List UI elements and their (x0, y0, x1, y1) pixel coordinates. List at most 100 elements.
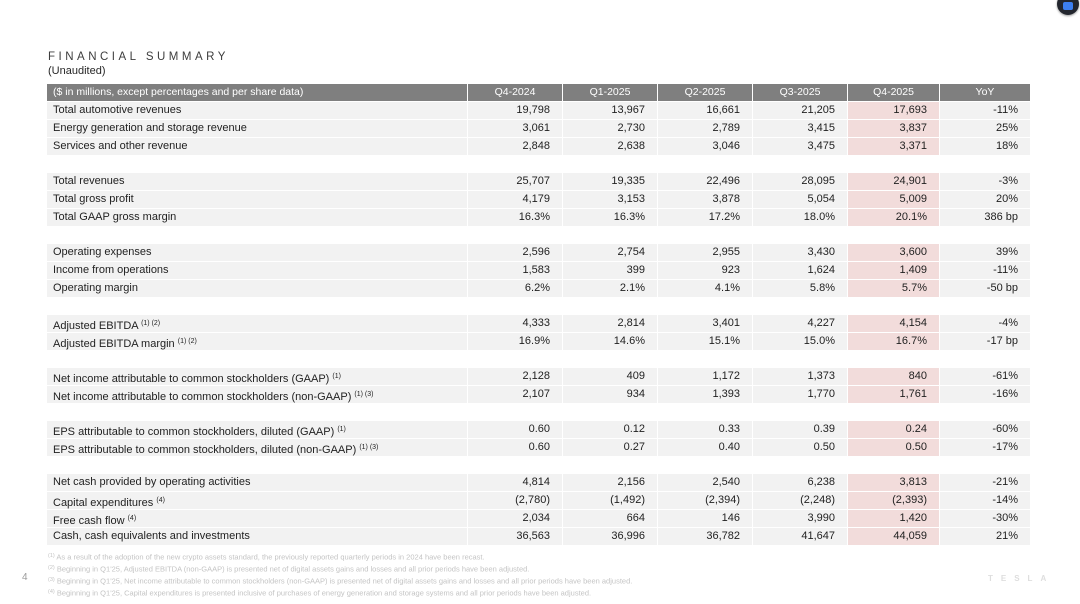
cell-q4-2025: 16.7% (847, 333, 939, 350)
row-label: Adjusted EBITDA (1) (2) (47, 315, 467, 332)
cell-q1-2025: 14.6% (562, 333, 657, 350)
cell-q4-2025: 3,600 (847, 244, 939, 261)
cell-yoy: -60% (939, 421, 1030, 438)
cell-yoy: -17 bp (939, 333, 1030, 350)
cell-yoy: -4% (939, 315, 1030, 332)
row-label: Total automotive revenues (47, 102, 467, 119)
cell-q4-2024: 4,333 (467, 315, 562, 332)
cell-yoy: -11% (939, 102, 1030, 119)
table-row: Free cash flow (4) 2,034 664 146 3,990 1,420-… (47, 510, 1030, 527)
cell-q1-2025: 13,967 (562, 102, 657, 119)
cell-q3-2025: 41,647 (752, 528, 847, 545)
cell-q4-2024: 0.60 (467, 421, 562, 438)
cell-q4-2025: 3,371 (847, 138, 939, 155)
table-row: Energy generation and storage revenue 3,0… (47, 120, 1030, 137)
cell-q4-2025: 3,837 (847, 120, 939, 137)
cell-q1-2025: 2,814 (562, 315, 657, 332)
row-label: Total revenues (47, 173, 467, 190)
row-label: Cash, cash equivalents and investments (47, 528, 467, 545)
cell-q2-2025: 1,172 (657, 368, 752, 385)
cell-q2-2025: 3,046 (657, 138, 752, 155)
cell-yoy: 18% (939, 138, 1030, 155)
spacer-row (47, 227, 1030, 243)
cell-q4-2025: 0.24 (847, 421, 939, 438)
cell-q4-2025: 5,009 (847, 191, 939, 208)
column-header-q2-2025: Q2-2025 (657, 84, 752, 101)
cell-q1-2025: 664 (562, 510, 657, 527)
table-label-header: ($ in millions, except percentages and p… (47, 84, 467, 101)
cell-q4-2024: 25,707 (467, 173, 562, 190)
cell-q4-2024: 4,814 (467, 474, 562, 491)
cell-q1-2025: 934 (562, 386, 657, 403)
table-row: Total gross profit 4,179 3,153 3,878 5,054 5,… (47, 191, 1030, 208)
cell-q2-2025: 2,789 (657, 120, 752, 137)
cell-q3-2025: 3,475 (752, 138, 847, 155)
cell-yoy: -14% (939, 492, 1030, 509)
cell-q4-2025: 17,693 (847, 102, 939, 119)
footnote: (3) Beginning in Q1'25, Net income attri… (48, 576, 633, 586)
cell-q1-2025: 399 (562, 262, 657, 279)
cell-q4-2025: 4,154 (847, 315, 939, 332)
row-label: Operating margin (47, 280, 467, 297)
column-header-yoy: YoY (939, 84, 1030, 101)
cell-q4-2025: 840 (847, 368, 939, 385)
footnote: (1) As a result of the adoption of the n… (48, 552, 485, 562)
row-label: Free cash flow (4) (47, 510, 467, 527)
cell-q3-2025: 3,430 (752, 244, 847, 261)
cell-q3-2025: 5.8% (752, 280, 847, 297)
cell-q2-2025: 4.1% (657, 280, 752, 297)
table-row: Net income attributable to common stockh… (47, 386, 1030, 403)
cell-q3-2025: 15.0% (752, 333, 847, 350)
cell-q1-2025: 2.1% (562, 280, 657, 297)
footnote: (2) Beginning in Q1'25, Adjusted EBITDA … (48, 564, 530, 574)
widget-glyph-icon (1063, 2, 1073, 10)
cell-q1-2025: 3,153 (562, 191, 657, 208)
cell-q2-2025: 2,955 (657, 244, 752, 261)
cell-q4-2024: 16.3% (467, 209, 562, 226)
cell-q4-2024: 19,798 (467, 102, 562, 119)
cell-q4-2024: 2,848 (467, 138, 562, 155)
row-label: Energy generation and storage revenue (47, 120, 467, 137)
table-row: Adjusted EBITDA (1) (2) 4,333 2,814 3,401 4,… (47, 315, 1030, 332)
cell-q1-2025: 36,996 (562, 528, 657, 545)
cell-q1-2025: 19,335 (562, 173, 657, 190)
row-label: Services and other revenue (47, 138, 467, 155)
cell-yoy: -3% (939, 173, 1030, 190)
cell-q2-2025: 2,540 (657, 474, 752, 491)
spacer-row (47, 404, 1030, 420)
footnotes: (1) As a result of the adoption of the n… (48, 551, 632, 599)
cell-q4-2025: 44,059 (847, 528, 939, 545)
cell-yoy: 39% (939, 244, 1030, 261)
cell-yoy: -16% (939, 386, 1030, 403)
cell-q4-2024: (2,780) (467, 492, 562, 509)
cell-q3-2025: 1,624 (752, 262, 847, 279)
cell-q1-2025: (1,492) (562, 492, 657, 509)
cell-q4-2025: 1,761 (847, 386, 939, 403)
cell-yoy: -50 bp (939, 280, 1030, 297)
cell-yoy: -61% (939, 368, 1030, 385)
row-label: Net income attributable to common stockh… (47, 386, 467, 403)
cell-q4-2025: 5.7% (847, 280, 939, 297)
cell-q1-2025: 2,156 (562, 474, 657, 491)
cell-q2-2025: 3,401 (657, 315, 752, 332)
cell-q4-2024: 36,563 (467, 528, 562, 545)
cell-q2-2025: 923 (657, 262, 752, 279)
cell-q4-2025: (2,393) (847, 492, 939, 509)
cell-yoy: 25% (939, 120, 1030, 137)
cell-yoy: -17% (939, 439, 1030, 456)
cell-q3-2025: 1,770 (752, 386, 847, 403)
column-header-q4-2024: Q4-2024 (467, 84, 562, 101)
cell-yoy: -21% (939, 474, 1030, 491)
table-row: Total GAAP gross margin 16.3% 16.3% 17.2% 18… (47, 209, 1030, 226)
table-row: Total revenues 25,707 19,335 22,496 28,095 24… (47, 173, 1030, 190)
cell-q1-2025: 2,754 (562, 244, 657, 261)
cell-q2-2025: 1,393 (657, 386, 752, 403)
cell-q3-2025: 6,238 (752, 474, 847, 491)
cell-q4-2025: 1,409 (847, 262, 939, 279)
cell-q2-2025: 17.2% (657, 209, 752, 226)
cell-q4-2024: 6.2% (467, 280, 562, 297)
column-header-q3-2025: Q3-2025 (752, 84, 847, 101)
floating-widget-icon[interactable] (1057, 0, 1079, 15)
footnote: (4) Beginning in Q1'25, Capital expendit… (48, 588, 592, 598)
table-header-row: ($ in millions, except percentages and p… (47, 84, 1030, 101)
